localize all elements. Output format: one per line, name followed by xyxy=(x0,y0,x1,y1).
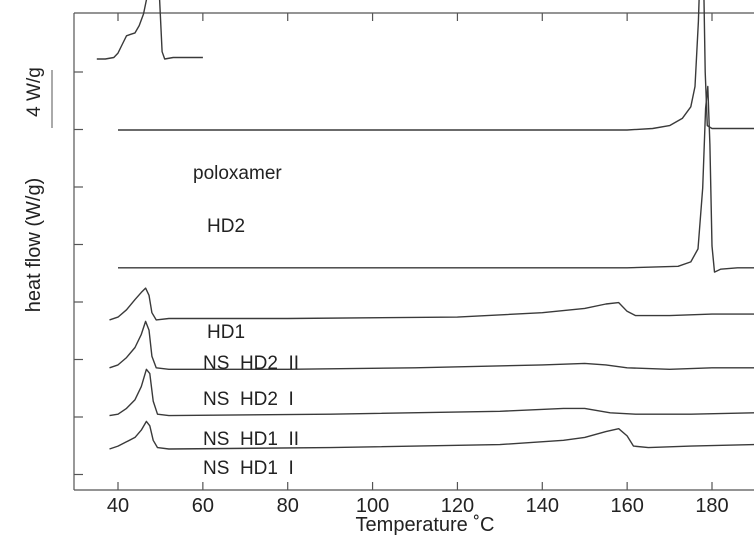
curve-label: HD1 xyxy=(207,322,245,343)
x-tick-label: 160 xyxy=(610,495,643,517)
curve-label: poloxamer xyxy=(193,163,282,184)
curve-poloxamer xyxy=(96,0,203,60)
scale-bar-label: 4 W/g xyxy=(24,67,45,117)
x-tick-label: 120 xyxy=(441,495,474,517)
y-axis-label: heat flow (W/g) xyxy=(23,178,45,312)
curve-label: NS HD2 II xyxy=(203,353,299,374)
curve-label: NS HD1 II xyxy=(203,429,299,450)
x-tick-label: 100 xyxy=(356,495,389,517)
curve-ns-hd2-ii xyxy=(109,287,754,321)
curve-label: HD2 xyxy=(207,216,245,237)
curve-label: NS HD2 I xyxy=(203,389,294,410)
y-axis-ticks xyxy=(74,71,83,476)
curve-hd2 xyxy=(118,0,754,131)
curve-labels: poloxamer HD2 HD1 NS HD2 II NS HD2 I NS HD1 I… xyxy=(193,163,299,479)
plot-frame xyxy=(73,12,754,491)
x-tick-label: 80 xyxy=(277,495,299,517)
curve-label: NS HD1 I xyxy=(203,458,294,479)
curve-ns-hd2-i xyxy=(109,320,754,370)
curve-ns-hd1-ii xyxy=(109,368,754,417)
curve-ns-hd1-i xyxy=(109,420,754,450)
x-tick-label: 40 xyxy=(107,495,129,517)
x-tick-label: 60 xyxy=(192,495,214,517)
curve-hd1 xyxy=(118,85,754,273)
x-tick-label: 180 xyxy=(695,495,728,517)
x-axis-ticks: 40 60 80 100 120 140 160 180 xyxy=(107,13,729,517)
curves xyxy=(96,0,754,450)
x-axis-label: Temperature ˚C xyxy=(356,514,495,536)
x-tick-label: 140 xyxy=(526,495,559,517)
